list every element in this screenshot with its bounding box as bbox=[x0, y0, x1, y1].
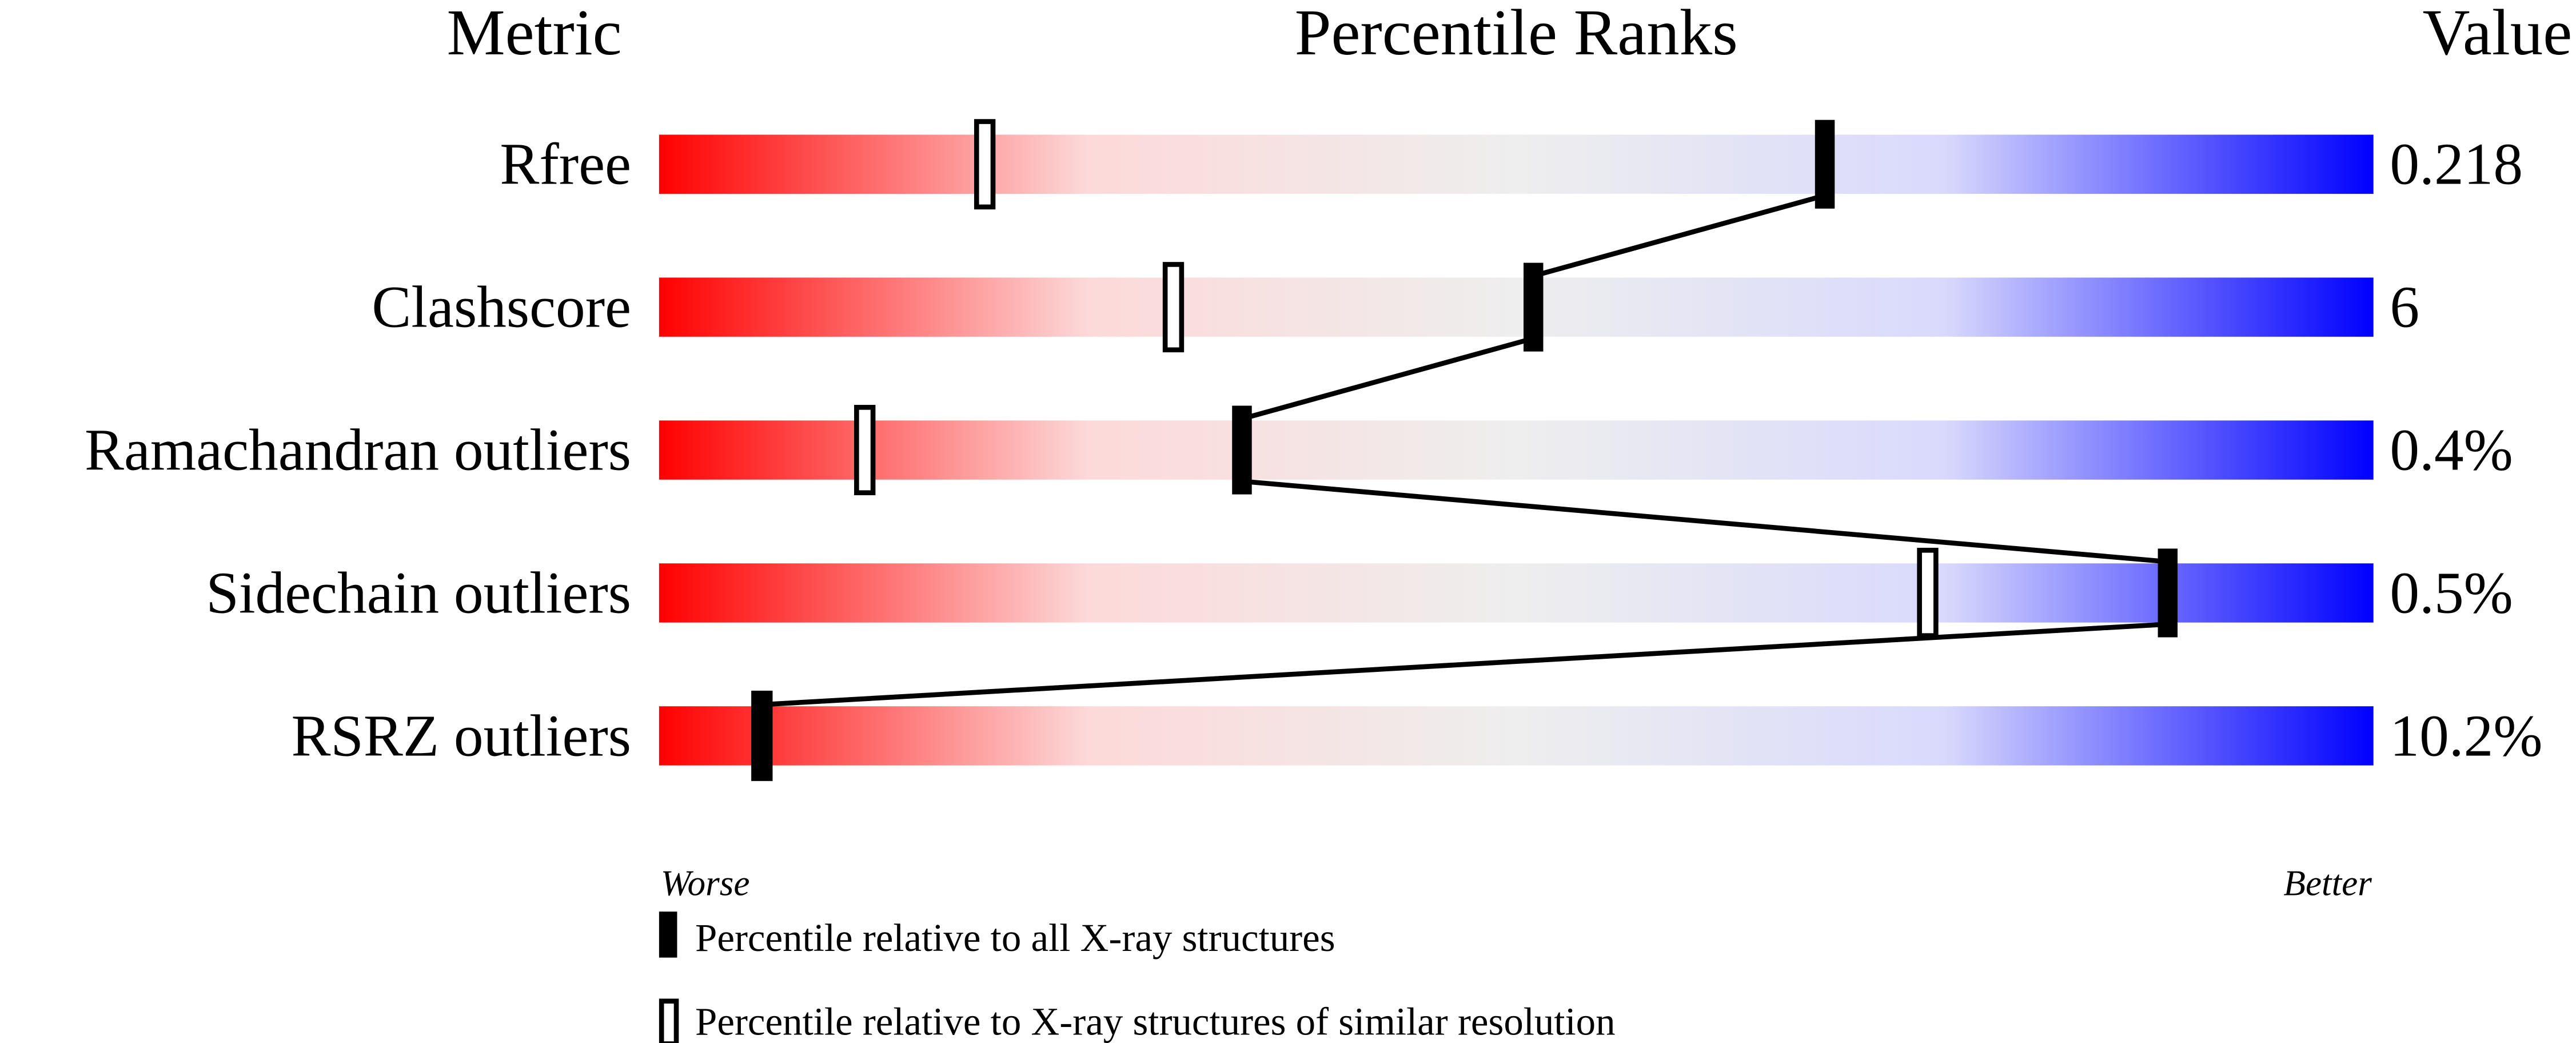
header-metric: Metric bbox=[446, 0, 621, 69]
percentile-bar bbox=[659, 277, 2374, 337]
marker-all-structures bbox=[1232, 405, 1252, 495]
metric-value: 6 bbox=[2390, 275, 2419, 340]
metric-label: RSRZ outliers bbox=[291, 703, 631, 769]
metric-value: 0.5% bbox=[2390, 560, 2513, 626]
metric-label: Clashscore bbox=[372, 275, 631, 340]
metric-value: 10.2% bbox=[2390, 703, 2542, 769]
marker-all-structures bbox=[752, 691, 772, 781]
percentile-bar bbox=[659, 420, 2374, 480]
legend-filled-label: Percentile relative to all X-ray structu… bbox=[695, 916, 1335, 960]
marker-similar-resolution bbox=[1162, 262, 1185, 353]
axis-label-better: Better bbox=[2283, 863, 2372, 903]
metric-label: Ramachandran outliers bbox=[85, 418, 631, 483]
marker-all-structures bbox=[2158, 548, 2178, 638]
header-percentile-ranks: Percentile Ranks bbox=[1295, 0, 1738, 69]
metric-label: Rfree bbox=[500, 132, 631, 197]
percentile-bar bbox=[659, 563, 2374, 623]
percentile-bar bbox=[659, 706, 2374, 766]
legend-open-marker bbox=[659, 998, 679, 1043]
marker-all-structures bbox=[1815, 120, 1835, 209]
connector-line bbox=[1533, 193, 1826, 278]
marker-similar-resolution bbox=[974, 119, 996, 210]
marker-similar-resolution bbox=[1917, 547, 1939, 638]
connector-line bbox=[761, 622, 2168, 707]
legend-open-label: Percentile relative to X-ray structures … bbox=[695, 1000, 1616, 1043]
metric-label: Sidechain outliers bbox=[206, 560, 631, 626]
metric-value: 0.4% bbox=[2390, 418, 2513, 483]
percentile-bar bbox=[659, 134, 2374, 194]
axis-label-worse: Worse bbox=[661, 863, 750, 903]
header-value: Value bbox=[2423, 0, 2573, 69]
marker-all-structures bbox=[1524, 262, 1544, 352]
connector-line bbox=[1241, 336, 1534, 421]
metric-value: 0.218 bbox=[2390, 132, 2523, 197]
connector-line bbox=[1242, 479, 2168, 564]
marker-similar-resolution bbox=[854, 405, 876, 496]
legend-filled-marker bbox=[659, 911, 677, 958]
